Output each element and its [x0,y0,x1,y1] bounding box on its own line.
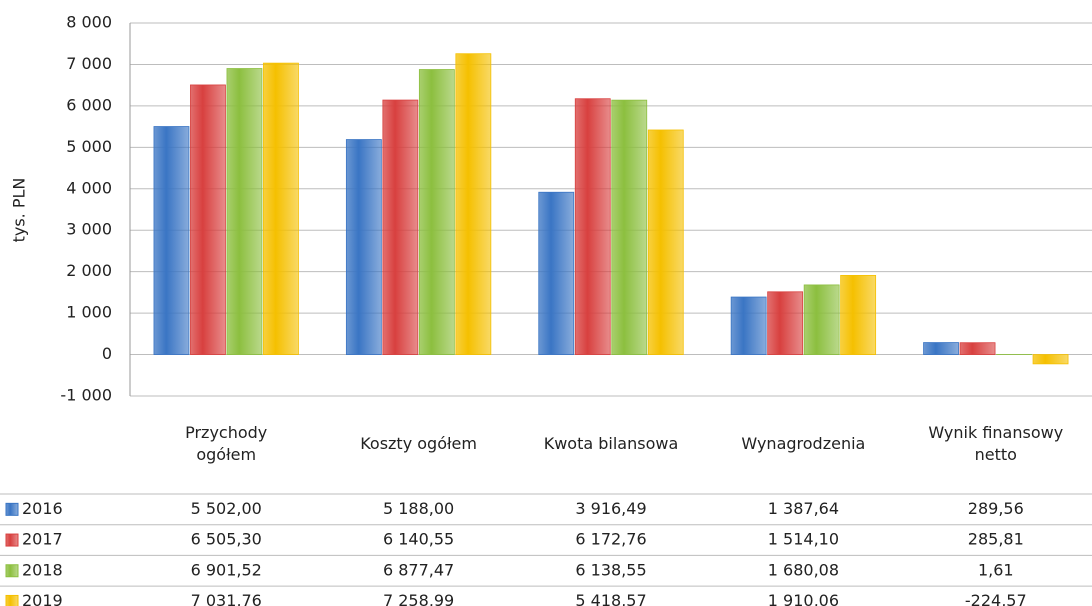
bar [263,62,299,355]
table-cell: 7 258,99 [383,591,454,606]
y-tick-label: 4 000 [66,178,112,197]
x-tick-label-text: Kwota bilansowa [543,434,679,453]
y-axis-label: tys. PLN [10,178,29,243]
table-cell: -224,57 [965,591,1027,606]
x-tick-label-text: Wynagrodzenia [741,434,866,453]
table-cell: 5 418,57 [575,591,646,606]
table-cell: 1,61 [978,560,1014,579]
bar [574,98,611,355]
bar [153,126,190,355]
bar [1032,354,1069,365]
table-cell: 289,56 [968,499,1024,518]
legend-marker [5,533,19,547]
table-cell: 5 188,00 [383,499,454,518]
x-tick-label-box: Kwota bilansowa [515,400,707,488]
table-cell: 6 901,52 [191,560,262,579]
x-tick-label-box: Wynagrodzenia [707,400,899,488]
table-cell: 6 140,55 [383,530,454,549]
x-tick-label-text: Wynik finansowy netto [928,423,1064,464]
y-tick-label: 6 000 [66,95,112,114]
bar [418,69,455,355]
bar [840,274,877,355]
bar [538,191,575,355]
table-cell: 1 910,06 [768,591,839,606]
x-tick-label: Przychody ogółem [130,400,322,488]
table-cell: 1 387,64 [768,499,839,518]
y-tick-label: 5 000 [66,137,112,156]
bar [803,284,840,355]
bar [455,53,492,355]
bar [923,342,959,355]
y-tick-label: 3 000 [66,220,112,239]
y-tick-label: 2 000 [66,261,112,280]
legend-marker [5,594,19,606]
bar [959,342,996,355]
legend-marker [5,564,19,578]
x-tick-label: Wynik finansowy netto [900,400,1092,488]
bar [730,296,767,355]
legend-marker [5,502,19,516]
x-tick-label: Koszty ogółem [322,400,514,488]
bar [190,84,226,355]
legend-label: 2018 [22,560,63,579]
bar [767,291,804,355]
bar [226,68,263,355]
x-tick-label: Wynagrodzenia [707,400,899,488]
bar [611,99,648,355]
y-tick-label: 0 [102,344,112,363]
y-tick-label: 7 000 [66,54,112,73]
table-cell: 3 916,49 [575,499,646,518]
x-tick-label-text: Koszty ogółem [360,434,477,453]
x-tick-label-box: Wynik finansowy netto [900,400,1092,488]
bar [382,99,419,355]
legend-label: 2019 [22,591,63,606]
table-cell: 1 514,10 [768,530,839,549]
y-tick-label: -1 000 [60,386,112,405]
x-tick-label: Kwota bilansowa [515,400,707,488]
x-tick-label-text: Przychody ogółem [185,423,268,464]
table-cell: 1 680,08 [768,560,839,579]
legend-label: 2016 [22,499,63,518]
table-cell: 6 172,76 [575,530,646,549]
table-cell: 6 138,55 [575,560,646,579]
table-cell: 5 502,00 [191,499,262,518]
y-tick-label: 8 000 [66,13,112,32]
table-cell: 285,81 [968,530,1024,549]
table-cell: 6 877,47 [383,560,454,579]
table-cell: 7 031,76 [191,591,262,606]
bar [647,129,684,355]
x-tick-label-box: Przychody ogółem [130,400,322,488]
bar [345,139,382,355]
table-cell: 6 505,30 [191,530,262,549]
x-tick-label-box: Koszty ogółem [322,400,514,488]
legend-label: 2017 [22,530,63,549]
y-tick-label: 1 000 [66,303,112,322]
